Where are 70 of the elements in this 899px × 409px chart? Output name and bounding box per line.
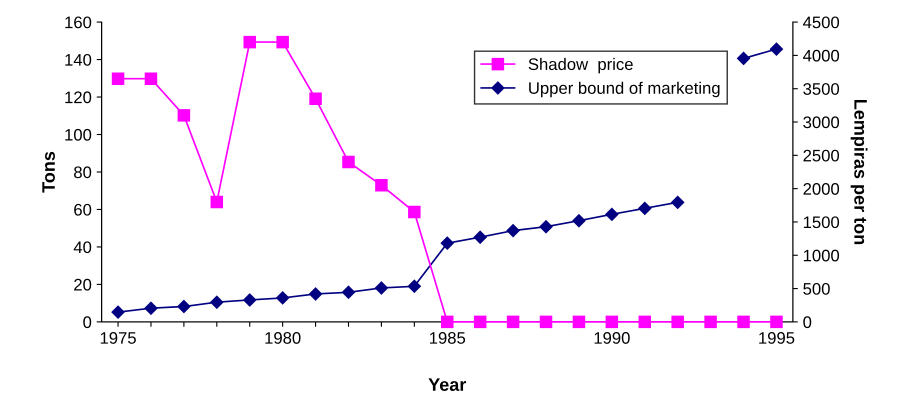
x-tick-label: 1995 bbox=[759, 332, 794, 344]
point bbox=[177, 300, 190, 314]
point bbox=[506, 316, 520, 328]
point bbox=[309, 92, 322, 105]
point bbox=[308, 287, 322, 301]
point bbox=[605, 208, 618, 221]
point bbox=[539, 220, 553, 234]
point bbox=[770, 42, 784, 56]
point bbox=[736, 52, 750, 66]
x-tick-label: 1975 bbox=[100, 332, 136, 344]
point bbox=[506, 224, 520, 238]
point bbox=[111, 306, 125, 319]
point bbox=[276, 291, 290, 304]
point bbox=[704, 316, 717, 328]
y-tick-label: 60 bbox=[74, 204, 92, 216]
y-tick-label: 140 bbox=[65, 54, 92, 66]
point bbox=[540, 316, 552, 328]
y2-tick-label: 2500 bbox=[803, 150, 840, 162]
x-axis-title: Year bbox=[428, 378, 466, 391]
point bbox=[440, 236, 454, 250]
point bbox=[276, 36, 289, 48]
point bbox=[770, 316, 783, 328]
point bbox=[210, 296, 224, 309]
point bbox=[243, 36, 256, 48]
point bbox=[638, 202, 652, 215]
point bbox=[606, 316, 618, 328]
point bbox=[342, 286, 356, 299]
point bbox=[112, 72, 124, 85]
y-axis-title: Tons bbox=[42, 152, 55, 193]
point bbox=[144, 302, 158, 315]
point bbox=[474, 230, 487, 244]
point bbox=[638, 316, 652, 328]
point bbox=[671, 316, 684, 328]
y-tick-label: 120 bbox=[65, 91, 92, 104]
point bbox=[441, 316, 454, 328]
y2-tick-label: 2000 bbox=[803, 183, 840, 195]
point bbox=[671, 196, 684, 209]
y-tick-label: 160 bbox=[65, 16, 92, 28]
y2-tick-label: 3500 bbox=[803, 83, 840, 95]
legend-label: Shadow price bbox=[528, 58, 633, 74]
x-tick-label: 1980 bbox=[265, 332, 301, 344]
point bbox=[572, 316, 586, 328]
y-tick-label: 80 bbox=[74, 166, 92, 178]
point bbox=[243, 293, 256, 307]
y-tick-label: 0 bbox=[83, 316, 92, 328]
point bbox=[572, 214, 586, 228]
y-tick-label: 40 bbox=[74, 241, 92, 254]
point bbox=[408, 280, 421, 293]
y2-tick-label: 4500 bbox=[803, 16, 840, 28]
point bbox=[210, 196, 224, 208]
x-tick-label: 1990 bbox=[594, 332, 630, 344]
point bbox=[342, 156, 355, 168]
y2-axis-title: Lempiras per ton bbox=[850, 100, 868, 244]
point bbox=[737, 316, 750, 328]
y2-tick-label: 4000 bbox=[803, 50, 840, 62]
point bbox=[144, 72, 158, 85]
y2-tick-label: 1500 bbox=[804, 216, 840, 228]
x-tick-label: 1985 bbox=[430, 332, 466, 344]
legend-label: Upper bound of marketing bbox=[529, 82, 720, 98]
y2-tick-label: 1000 bbox=[804, 250, 840, 262]
point bbox=[178, 109, 190, 122]
y2-tick-label: 0 bbox=[803, 316, 812, 328]
y-tick-label: 100 bbox=[65, 128, 92, 141]
y2-tick-label: 500 bbox=[803, 282, 830, 295]
point bbox=[408, 206, 421, 218]
y2-tick-label: 3000 bbox=[803, 116, 840, 128]
point bbox=[474, 316, 486, 328]
point bbox=[374, 281, 388, 295]
point bbox=[375, 179, 388, 192]
y-tick-label: 20 bbox=[74, 278, 92, 291]
